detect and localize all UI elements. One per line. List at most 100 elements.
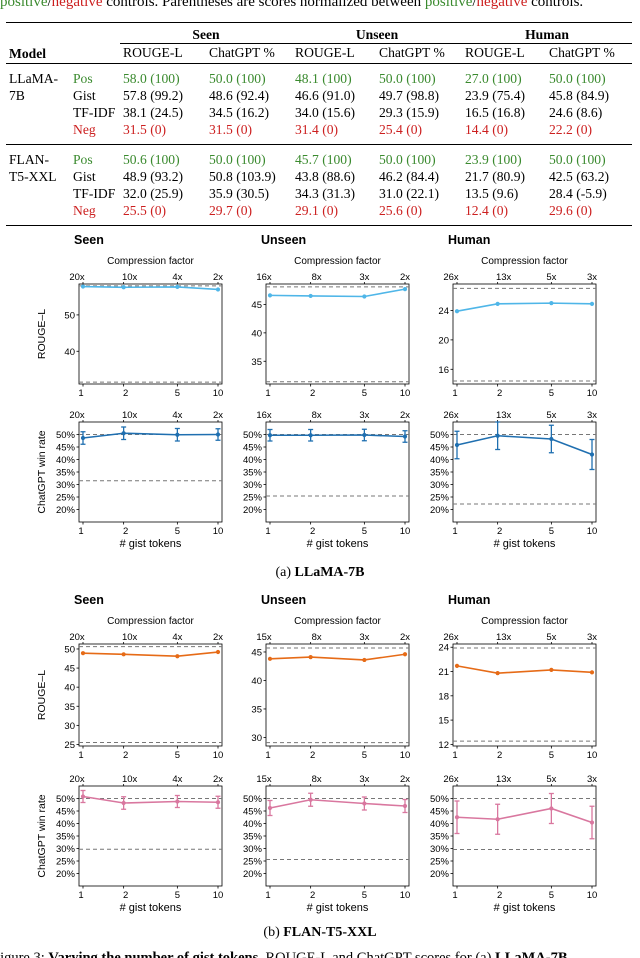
chatgpt-chart: 16x 8x 3x 2x 20%25% 30%35% 40%45% 50% 1 2 5 10 # gis…: [243, 410, 410, 550]
compression-tick: 16x: [256, 410, 272, 421]
table-cell: 57.8 (99.2): [123, 88, 184, 103]
x-tick-label: 1: [452, 388, 457, 399]
x-tick-label: 10: [587, 750, 598, 761]
compression-tick: 26x: [443, 272, 459, 283]
y-tick-label: 40: [251, 676, 262, 687]
data-point: [549, 301, 554, 306]
group-header-seen: Seen: [120, 22, 292, 44]
y-tick-label: 35: [251, 704, 262, 715]
y-tick-label: 35%: [56, 468, 76, 479]
table-cell: 21.7 (80.9): [465, 169, 526, 184]
table-cell: 32.0 (25.9): [123, 186, 184, 201]
compression-tick: 4x: [172, 272, 182, 283]
x-tick-label: 2: [123, 750, 128, 761]
compression-tick: 5x: [546, 774, 556, 785]
results-table: Seen Unseen Human Model ROUGE-L ChatGPT % ROUG…: [6, 22, 632, 226]
y-tick-label: 35%: [56, 832, 76, 843]
table-cell: 50.0 (100): [549, 71, 606, 86]
sub-caption-model: LLaMA-7B: [295, 565, 365, 580]
chatgpt-chart: 26x 13x 5x 3x 20%25% 30%35% 40%45% 50% 1 2 5 10 # gi…: [430, 774, 597, 914]
data-point: [495, 301, 500, 306]
x-tick-label: 1: [78, 890, 83, 901]
sub-caption-prefix: (a): [275, 565, 294, 580]
x-tick-label: 2: [310, 890, 315, 901]
y-tick-label: 20%: [243, 505, 263, 516]
y-tick-label: 40: [251, 328, 262, 339]
caption-negative: negative: [51, 0, 103, 10]
series-line: [456, 665, 593, 674]
axes-frame: [265, 283, 410, 385]
y-tick-label: 20%: [430, 869, 450, 880]
x-tick-label: 1: [452, 890, 457, 901]
table-cell: 25.4 (0): [379, 122, 423, 137]
row-label: Neg: [73, 122, 96, 137]
table-cell: 25.6 (0): [379, 203, 423, 218]
data-point: [175, 799, 180, 804]
table-cell: 50.0 (100): [209, 71, 266, 86]
compression-tick: 3x: [359, 410, 369, 421]
table-cell: 31.5 (0): [123, 122, 167, 137]
table-cell: 46.6 (91.0): [295, 88, 356, 103]
figure-caption-lead: Figure 3:: [0, 950, 48, 958]
panel-unseen: Unseen Compression factor 15x 8x 3x 2x 30 35 40 4…: [243, 593, 410, 914]
compression-tick: 8x: [312, 632, 322, 643]
x-tick-label: 10: [213, 388, 224, 399]
table-cell: 34.5 (16.2): [209, 105, 270, 120]
row-label: TF-IDF: [73, 105, 116, 120]
x-tick-label: 1: [265, 750, 270, 761]
metric-header: ROUGE-L: [123, 45, 183, 60]
panel-title: Human: [448, 233, 490, 247]
sub-caption-model: FLAN-T5-XXL: [283, 925, 376, 940]
panel-unseen: Unseen Compression factor 16x 8x 3x 2x 35 40 45 1…: [243, 233, 410, 550]
y-tick-label: 24: [438, 306, 449, 317]
figure-caption-model: LLaMA-7B: [495, 950, 568, 958]
chatgpt-chart: 15x 8x 3x 2x 20%25% 30%35% 40%45% 50% 1 2 5 10 # gis…: [243, 774, 410, 914]
y-tick-label: 35%: [243, 832, 263, 843]
x-tick-label: 5: [175, 750, 180, 761]
table-cell: 13.5 (9.6): [465, 186, 519, 201]
metric-header: ChatGPT %: [549, 45, 615, 60]
table-cell: 42.5 (63.2): [549, 169, 610, 184]
data-point: [215, 649, 221, 655]
model-name: FLAN-: [9, 152, 50, 167]
y-tick-label: 25%: [243, 857, 263, 868]
compression-tick: 20x: [69, 410, 85, 421]
data-point: [80, 284, 86, 289]
row-label: Pos: [73, 71, 93, 86]
y-tick-label: 18: [438, 691, 449, 702]
x-tick-label: 5: [549, 890, 554, 901]
metric-header: ChatGPT %: [209, 45, 275, 60]
table-cell: 22.2 (0): [549, 122, 593, 137]
compression-tick: 26x: [443, 410, 459, 421]
x-tick-label: 2: [123, 890, 128, 901]
y-tick-label: 24: [438, 643, 449, 654]
x-axis-label: # gist tokens: [120, 538, 182, 550]
table-cell: 34.0 (15.6): [295, 105, 356, 120]
compression-tick: 15x: [256, 632, 272, 643]
compression-tick: 2x: [400, 410, 410, 421]
series-line: [270, 434, 406, 438]
data-point: [308, 293, 313, 299]
y-tick-label: 40%: [243, 819, 263, 830]
x-tick-label: 1: [452, 750, 457, 761]
compression-label: Compression factor: [107, 256, 194, 267]
data-point: [215, 432, 221, 437]
table-cell: 16.5 (16.8): [465, 105, 526, 120]
x-tick-label: 2: [310, 526, 315, 537]
y-tick-label: 30%: [430, 480, 450, 491]
sub-caption: (a) LLaMA-7B: [275, 565, 364, 580]
panel-title: Unseen: [261, 233, 306, 247]
y-tick-label: 30: [251, 733, 262, 744]
x-tick-label: 2: [123, 526, 128, 537]
figure-caption: Figure 3: Varying the number of gist tok…: [0, 950, 568, 958]
compression-tick: 3x: [359, 272, 369, 283]
y-tick-label: 40%: [56, 455, 76, 466]
data-point: [308, 433, 313, 438]
data-point: [267, 656, 273, 661]
table-cell: 46.2 (84.4): [379, 169, 440, 184]
compression-tick: 4x: [172, 410, 182, 421]
compression-tick: 20x: [69, 272, 85, 283]
